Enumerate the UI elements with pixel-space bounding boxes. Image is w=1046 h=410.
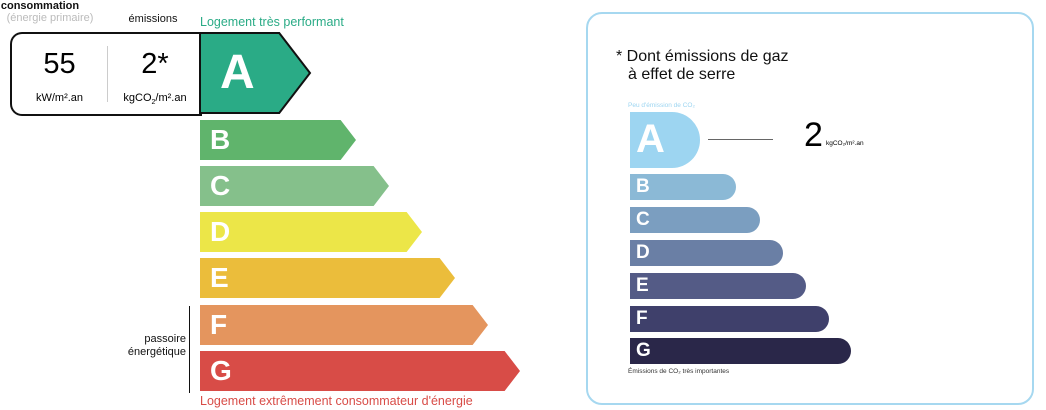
ghg-class-bar-e: E xyxy=(630,273,806,299)
bottom-label: Logement extrêmement consommateur d'éner… xyxy=(200,394,473,408)
energy-class-bar-a: A xyxy=(199,32,312,114)
class-letter: F xyxy=(210,308,228,340)
top-label: Logement très performant xyxy=(200,15,344,29)
ghg-class-bar-g: G xyxy=(630,338,851,364)
bar-shape xyxy=(200,212,422,252)
ghg-value: 2 xyxy=(804,116,823,154)
unit-pre: kgCO xyxy=(123,92,152,104)
ghg-title-1: * Dont émissions de gaz xyxy=(616,48,789,65)
ghg-class-bar-d: D xyxy=(630,240,783,266)
passoire-label-2: énergétique xyxy=(127,346,186,358)
energy-class-bar-f: F xyxy=(200,305,488,345)
consumption-subtitle: (énergie primaire) xyxy=(6,12,94,24)
ghg-class-bar-f: F xyxy=(630,306,829,332)
class-letter: B xyxy=(210,123,231,155)
ghg-pointer-line xyxy=(708,139,773,140)
bar-shape xyxy=(630,240,783,266)
bar-shape xyxy=(200,120,356,160)
bar-shape xyxy=(630,338,851,364)
class-letter: G xyxy=(636,340,651,362)
class-letter: D xyxy=(210,215,231,247)
class-letter: E xyxy=(636,275,649,297)
energy-class-bar-g: G xyxy=(200,351,520,391)
bar-shape xyxy=(200,351,520,391)
energy-class-bar-e: E xyxy=(200,258,455,298)
unit-sub: 2 xyxy=(151,99,156,107)
ghg-title-2: à effet de serre xyxy=(628,66,736,83)
class-letter: A xyxy=(220,46,255,100)
consumption-unit: kW/m².an xyxy=(35,92,84,104)
ghg-bottom-note: Émissions de CO₂ très importantes xyxy=(628,368,730,375)
bar-shape xyxy=(200,166,389,206)
class-letter: G xyxy=(210,354,232,386)
passoire-bracket xyxy=(189,306,190,393)
bar-shape xyxy=(200,305,488,345)
bar-shape xyxy=(200,258,455,298)
unit-post: /m².an xyxy=(155,92,187,104)
class-letter: C xyxy=(636,209,650,231)
bar-shape xyxy=(630,112,700,168)
energy-class-bar-b: B xyxy=(200,120,356,160)
class-letter: D xyxy=(636,242,650,264)
emissions-value: 2* xyxy=(141,48,169,80)
ghg-class-bar-a: A xyxy=(630,112,700,168)
class-letter: B xyxy=(636,176,650,198)
emissions-title: émissions xyxy=(128,13,178,25)
emissions-unit: kgCO2/m².an xyxy=(108,92,202,106)
value-box: 55 kW/m².an 2* kgCO2/m².an xyxy=(10,32,202,116)
ghg-unit: kgCO₂/m².an xyxy=(826,140,864,147)
ghg-class-bar-c: C xyxy=(630,207,760,233)
divider xyxy=(107,46,108,102)
ghg-panel xyxy=(586,12,1034,405)
passoire-label-1: passoire xyxy=(144,333,186,345)
energy-class-bar-d: D xyxy=(200,212,422,252)
ghg-top-note: Peu d'émission de CO₂ xyxy=(628,102,695,109)
energy-class-bar-c: C xyxy=(200,166,389,206)
bar-shape xyxy=(630,306,829,332)
class-letter: A xyxy=(636,117,665,161)
ghg-class-bar-b: B xyxy=(630,174,736,200)
bar-shape xyxy=(199,32,312,114)
bar-shape xyxy=(630,207,760,233)
bar-shape xyxy=(630,174,736,200)
consumption-title: consommation xyxy=(0,0,80,12)
class-letter: F xyxy=(636,308,648,330)
class-letter: C xyxy=(210,169,231,201)
bar-shape xyxy=(630,273,806,299)
consumption-value: 55 xyxy=(43,48,76,80)
class-letter: E xyxy=(210,261,229,293)
